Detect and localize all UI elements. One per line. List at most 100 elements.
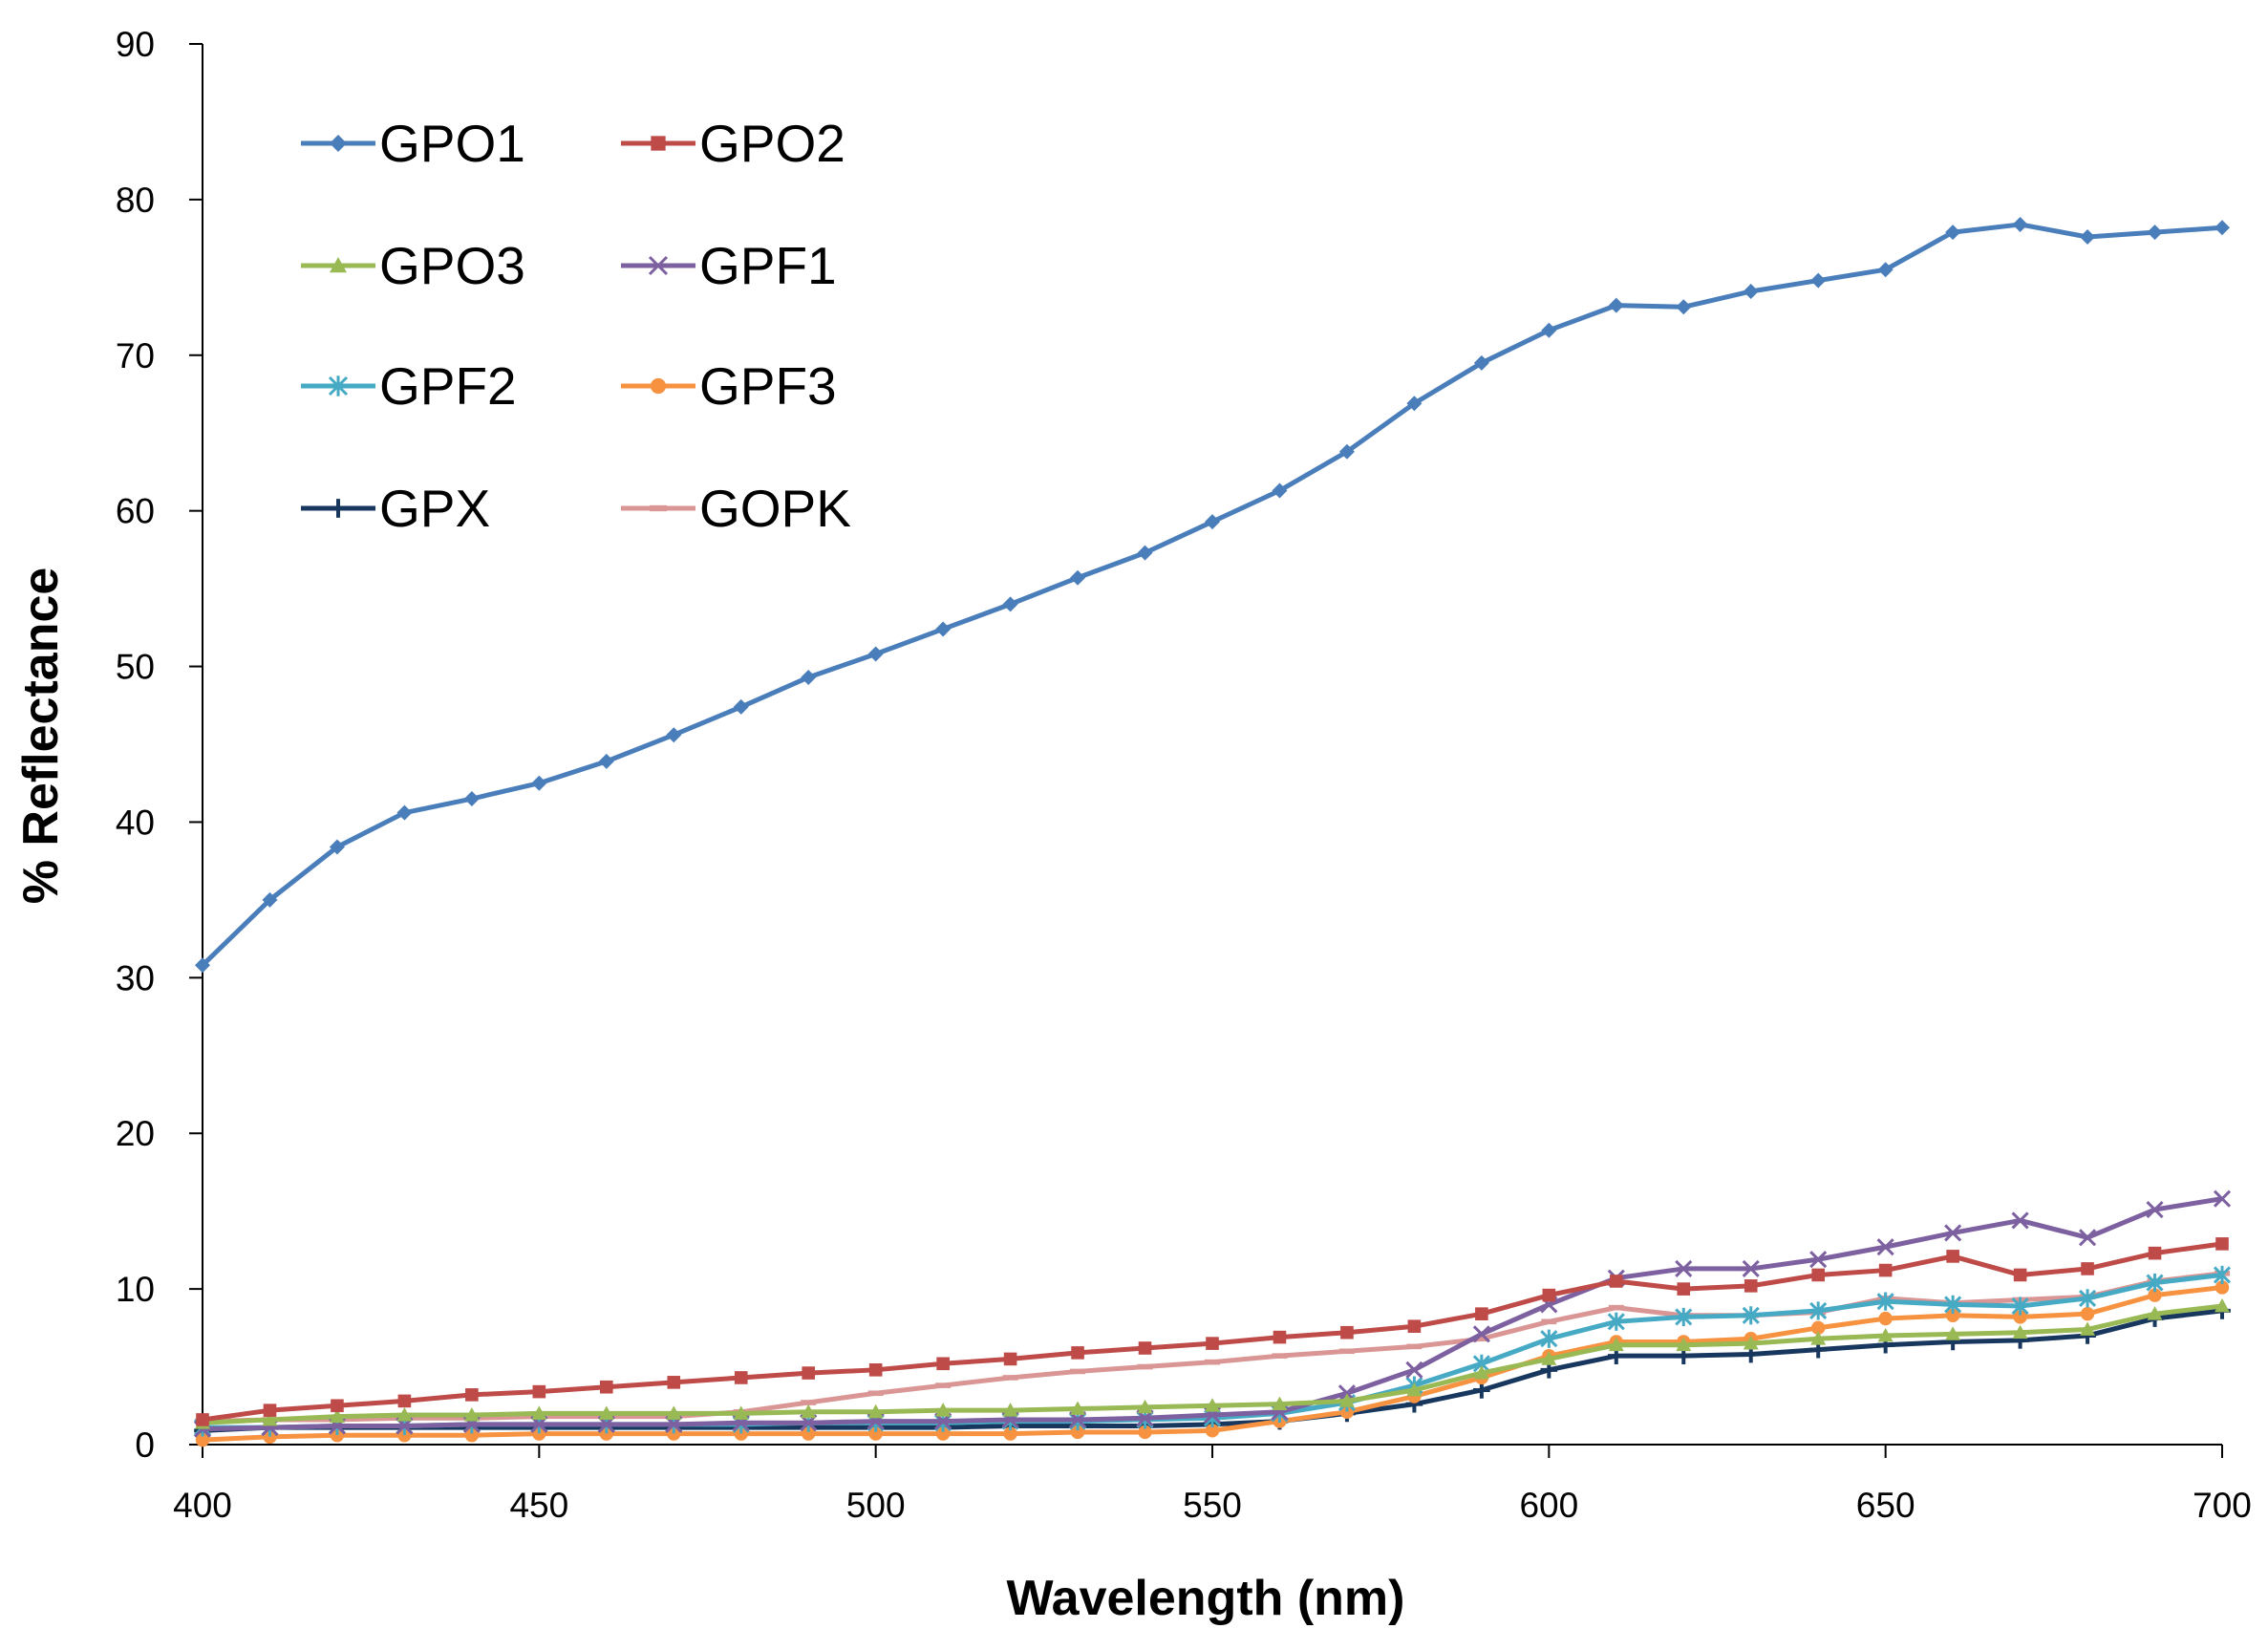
legend-label-gpo1: GPO1 [379,114,525,173]
data-point-gpf3 [667,1426,681,1441]
data-point-gpo2 [1138,1341,1152,1355]
data-point-gpo1 [396,804,413,821]
data-point-gpo1 [733,698,749,715]
data-point-gpo3 [935,1403,952,1417]
data-point-gpf3 [1945,1308,1960,1323]
data-point-gpo2 [1542,1288,1556,1302]
data-point-gpo1 [1406,396,1423,412]
data-point-gpf2 [1675,1307,1693,1327]
data-point-gpf3 [2215,1280,2230,1295]
data-point-gpo1 [1945,225,1961,241]
data-point-gpf2 [2213,1265,2232,1285]
y-axis-title: % Reflectance [13,568,69,905]
data-point-gpo3 [1945,1326,1961,1340]
data-point-gpo2 [1475,1307,1488,1320]
data-point-gpo2 [868,1363,883,1377]
series-gpf3 [195,1280,2230,1447]
data-point-gpo1 [666,727,682,743]
legend-marker-gpf2 [328,375,349,396]
data-point-gpo3 [2012,1324,2028,1339]
data-point-gpo2 [532,1384,546,1399]
data-point-gpo1 [1541,322,1557,338]
y-tick-label: 50 [116,648,155,687]
data-point-gpf3 [330,1428,345,1443]
data-point-gopk [1608,1304,1624,1311]
series-gpo1 [195,216,2230,974]
data-point-gpf3 [195,1432,210,1447]
x-tick-label: 550 [1183,1486,1242,1525]
y-tick-label: 40 [116,803,155,842]
data-point-gpo2 [465,1388,479,1402]
data-point-gpf3 [1811,1320,1826,1336]
legend-marker-gpf1 [648,255,669,276]
data-point-gpo1 [1810,272,1827,289]
legend-item-gpf3: GPF3 [621,356,837,416]
data-point-gpf1 [1675,1259,1693,1278]
legend-item-gpf1: GPF1 [621,236,837,295]
data-point-gpf1 [1809,1251,1828,1269]
legend-item-gpx: GPX [301,479,490,538]
data-point-gpf3 [1003,1426,1017,1441]
data-point-gpf1 [2213,1189,2232,1208]
legend-item-gopk: GOPK [621,479,851,538]
data-point-gopk [1205,1359,1220,1365]
data-point-gpo3 [1608,1337,1624,1352]
data-point-gpo2 [1206,1337,1219,1350]
data-point-gpo3 [531,1405,547,1420]
data-point-gpo3 [1541,1351,1557,1365]
data-point-gpf3 [263,1429,277,1445]
data-point-gpo1 [1473,354,1489,371]
legend-item-gpo1: GPO1 [301,114,525,173]
x-tick-label: 600 [1519,1486,1578,1525]
data-point-gpo3 [396,1407,413,1422]
data-point-gpo1 [1608,297,1624,313]
data-point-gpo2 [1407,1319,1422,1334]
data-point-gpo1 [1272,482,1288,499]
data-point-gpo2 [1273,1330,1287,1344]
data-point-gpf2 [1809,1301,1828,1320]
data-point-gpf3 [464,1428,480,1443]
data-point-gpo3 [801,1404,817,1419]
data-point-gpf1 [1472,1325,1490,1343]
x-tick-label: 700 [2193,1486,2252,1525]
legend-label-gopk: GOPK [699,479,851,538]
data-point-gpf3 [397,1428,412,1443]
data-point-gopk [1406,1343,1423,1350]
data-point-gpf1 [1876,1238,1894,1256]
data-point-gpf2 [1607,1312,1625,1331]
legend-marker-gpo2 [651,136,666,151]
data-point-gpf3 [802,1426,816,1441]
legend-marker-gpf3 [650,377,667,395]
data-point-gpo3 [1272,1396,1288,1411]
data-point-gpo1 [1338,443,1355,460]
data-point-gpo2 [1811,1268,1825,1282]
legend-marker-gpo1 [330,135,347,152]
data-point-gpo2 [1677,1282,1691,1296]
data-point-gpf3 [1878,1311,1893,1326]
legend-marker-gpx [329,499,348,518]
x-tick-label: 400 [173,1486,232,1525]
series-gpo2 [196,1237,2229,1426]
data-point-gopk [1137,1363,1153,1370]
x-tick-label: 500 [846,1486,906,1525]
y-tick-label: 60 [116,492,155,531]
data-point-gpo3 [666,1405,682,1420]
data-point-gpf3 [935,1426,951,1441]
data-point-gpf1 [2011,1211,2029,1230]
data-point-gpo3 [1406,1382,1423,1397]
data-point-gpo2 [1610,1275,1623,1288]
data-point-gpf3 [532,1426,546,1441]
y-tick-label: 30 [116,958,155,997]
data-point-gpo3 [2147,1306,2163,1320]
legend-label-gpx: GPX [379,479,490,538]
data-point-gpo2 [196,1413,209,1426]
data-point-gpo1 [1002,596,1018,612]
data-point-gpo3 [1002,1403,1018,1417]
y-tick-label: 10 [116,1270,155,1309]
data-point-gpf1 [2079,1229,2097,1247]
data-point-gpf3 [599,1426,613,1441]
legend-marker-gopk [650,504,667,512]
data-point-gpo3 [2080,1321,2096,1336]
data-point-gpo2 [1744,1279,1758,1293]
